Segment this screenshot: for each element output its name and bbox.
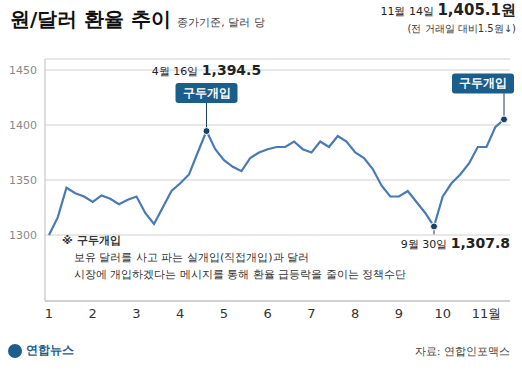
- svg-text:구두개입: 구두개입: [459, 76, 507, 90]
- svg-text:8: 8: [351, 306, 359, 321]
- html-text:원/달러 환율 추이 종가기준, 달러 당: 원/달러 환율 추이 종가기준, 달러 당: [10, 7, 265, 31]
- html-text:보유 달러를 사고 파는 실개입(직접개입)과 달러: 보유 달러를 사고 파는 실개입(직접개입)과 달러: [74, 251, 310, 264]
- svg-text:1400: 1400: [9, 119, 37, 132]
- svg-text:4월 16일 1,394.5: 4월 16일 1,394.5: [152, 62, 261, 78]
- svg-text:구두개입: 구두개입: [183, 86, 231, 100]
- svg-text:2: 2: [89, 306, 97, 321]
- svg-text:5: 5: [220, 306, 228, 321]
- svg-text:11월 14일 1,405.1원: 11월 14일 1,405.1원: [380, 1, 516, 19]
- svg-text:7: 7: [307, 306, 315, 321]
- svg-text:4: 4: [176, 306, 184, 321]
- html-text:※ 구두개입: ※ 구두개입: [62, 234, 121, 247]
- svg-text:9월 30일 1,307.8: 9월 30일 1,307.8: [401, 235, 510, 251]
- svg-text:9: 9: [395, 306, 403, 321]
- svg-text:6: 6: [264, 306, 272, 321]
- html-text:자료: 연합인포맥스: 자료: 연합인포맥스: [414, 345, 510, 358]
- html-text:연합뉴스: 연합뉴스: [26, 343, 74, 357]
- svg-text:11월: 11월: [472, 306, 502, 321]
- svg-text:1350: 1350: [9, 174, 37, 187]
- svg-text:1: 1: [45, 306, 53, 321]
- html-text:시장에 개입하겠다는 메시지를 통해 환율 급등락을 줄이는: 시장에 개입하겠다는 메시지를 통해 환율 급등락을 줄이는 정책수단: [74, 268, 407, 281]
- svg-text:3: 3: [132, 306, 140, 321]
- svg-text:1450: 1450: [9, 64, 37, 77]
- svg-text:10: 10: [434, 306, 451, 321]
- svg-text:(전 거래일 대비1.5원↓): (전 거래일 대비1.5원↓): [408, 23, 517, 34]
- svg-text:1300: 1300: [9, 229, 37, 242]
